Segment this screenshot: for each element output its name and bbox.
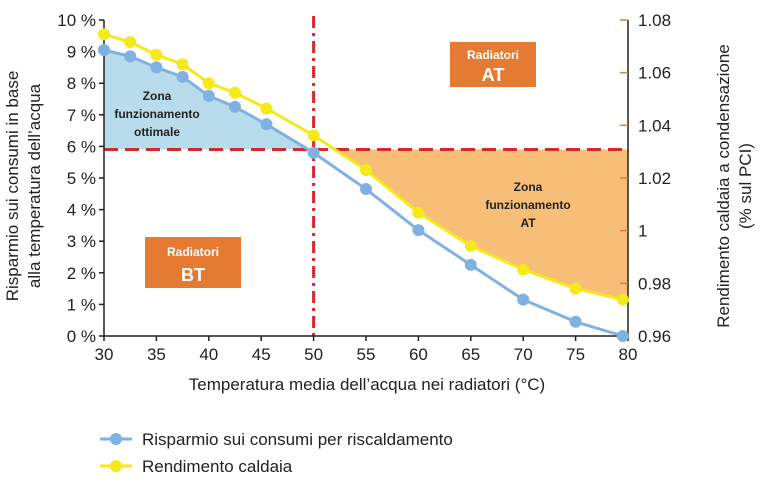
series-layer <box>98 28 629 342</box>
data-point-risparmio <box>150 61 163 74</box>
y-left-tick-label: 5 % <box>67 169 96 188</box>
y-right-tick-label: 0.96 <box>638 327 671 346</box>
axes-layer <box>99 19 629 341</box>
data-point-rendimento <box>616 293 629 306</box>
y-left-tick-label: 3 % <box>67 232 96 251</box>
y-left-title-line2: alla temperatura dell’acqua <box>25 83 44 288</box>
y-left-tick-label: 0 % <box>67 327 96 346</box>
x-tick-label: 50 <box>304 345 323 364</box>
badge-at-small-label: Radiatori <box>467 48 519 62</box>
y-right-tick-label: 1 <box>638 222 647 241</box>
data-point-risparmio <box>229 100 241 113</box>
x-tick-label: 80 <box>619 345 638 364</box>
legend-label-rendimento: Rendimento caldaia <box>142 457 293 476</box>
y-left-tick-label: 6 % <box>67 137 96 156</box>
data-point-risparmio <box>360 183 372 196</box>
x-tick-label: 30 <box>95 345 114 364</box>
zone-at-line3: AT <box>520 216 536 230</box>
labels-layer: 30 35 40 45 50 55 60 65 70 75 80 0 % 1 % 2 % 3 % 4 % 5 %… <box>57 11 671 364</box>
badge-radiatori-bt: Radiatori BT <box>145 237 241 288</box>
data-point-risparmio <box>260 118 273 131</box>
zone-at-label: Zona funzionamento AT <box>485 180 570 230</box>
y-left-tick-label: 4 % <box>67 201 96 220</box>
x-axis-title: Temperatura media dell’acqua nei radiato… <box>189 375 545 394</box>
badge-at-big-label: AT <box>482 65 505 85</box>
y-right-tick-label: 0.98 <box>638 274 671 293</box>
data-point-risparmio <box>176 70 189 83</box>
x-tick-label: 35 <box>147 345 166 364</box>
data-point-rendimento <box>569 282 582 295</box>
data-point-risparmio <box>569 315 582 328</box>
x-tick-label: 45 <box>252 345 271 364</box>
legend-marker-risparmio <box>110 433 122 445</box>
data-point-rendimento <box>517 263 530 276</box>
zone-bt-label: Zona funzionamento ottimale <box>114 89 199 139</box>
data-point-rendimento <box>360 164 372 177</box>
y-right-tick-label: 1.02 <box>638 169 671 188</box>
data-point-rendimento <box>150 48 163 61</box>
x-tick-label: 40 <box>199 345 218 364</box>
y-left-tick-label: 7 % <box>67 106 96 125</box>
data-point-risparmio <box>464 258 477 271</box>
zone-at-line1: Zona <box>514 180 543 194</box>
data-point-rendimento <box>202 77 215 90</box>
data-point-risparmio <box>98 44 110 57</box>
data-point-risparmio <box>124 50 137 63</box>
badge-bt-background <box>145 237 241 288</box>
y-left-tick-label: 10 % <box>57 11 96 30</box>
data-point-rendimento <box>229 86 241 99</box>
data-point-rendimento <box>464 239 477 252</box>
data-point-risparmio <box>202 89 215 102</box>
y-left-tick-label: 1 % <box>67 295 96 314</box>
y-right-tick-label: 1.06 <box>638 64 671 83</box>
zone-bt-line2: funzionamento <box>114 107 199 121</box>
y-right-title-line2: (% sul PCI) <box>736 143 755 229</box>
legend-item-rendimento: Rendimento caldaia <box>100 457 293 476</box>
y-right-title-line1: Rendimento caldaia a condensazione <box>714 44 733 328</box>
data-point-rendimento <box>124 36 137 49</box>
x-tick-label: 75 <box>566 345 585 364</box>
zone-bt-line1: Zona <box>143 89 172 103</box>
badge-bt-small-label: Radiatori <box>167 245 219 259</box>
legend: Risparmio sui consumi per riscaldamento … <box>100 430 453 476</box>
data-point-risparmio <box>517 293 530 306</box>
y-left-tick-label: 9 % <box>67 43 96 62</box>
legend-item-risparmio: Risparmio sui consumi per riscaldamento <box>100 430 453 449</box>
legend-marker-rendimento <box>110 460 122 472</box>
zone-bt-line3: ottimale <box>134 125 180 139</box>
x-tick-label: 55 <box>357 345 376 364</box>
data-point-rendimento <box>176 58 189 71</box>
y-right-tick-label: 1.04 <box>638 116 671 135</box>
zone-at-area <box>335 149 628 300</box>
x-tick-label: 70 <box>514 345 533 364</box>
data-point-rendimento <box>260 102 273 115</box>
y-right-tick-label: 1.08 <box>638 11 671 30</box>
data-point-rendimento <box>307 129 320 142</box>
legend-label-risparmio: Risparmio sui consumi per riscaldamento <box>142 430 453 449</box>
threshold-lines <box>104 16 628 336</box>
x-tick-label: 65 <box>461 345 480 364</box>
x-tick-label: 60 <box>409 345 428 364</box>
data-point-rendimento <box>98 28 110 41</box>
data-point-risparmio <box>412 224 425 237</box>
badge-at-background <box>450 42 536 87</box>
badge-bt-big-label: BT <box>181 265 205 285</box>
zone-at-line2: funzionamento <box>485 198 570 212</box>
y-left-tick-label: 8 % <box>67 74 96 93</box>
data-point-risparmio <box>307 146 320 159</box>
badge-radiatori-at: Radiatori AT <box>450 42 536 87</box>
y-left-tick-label: 2 % <box>67 264 96 283</box>
data-point-rendimento <box>412 206 425 219</box>
data-point-risparmio <box>616 330 629 342</box>
y-left-title-line1: Risparmio sui consumi in base <box>3 71 22 302</box>
